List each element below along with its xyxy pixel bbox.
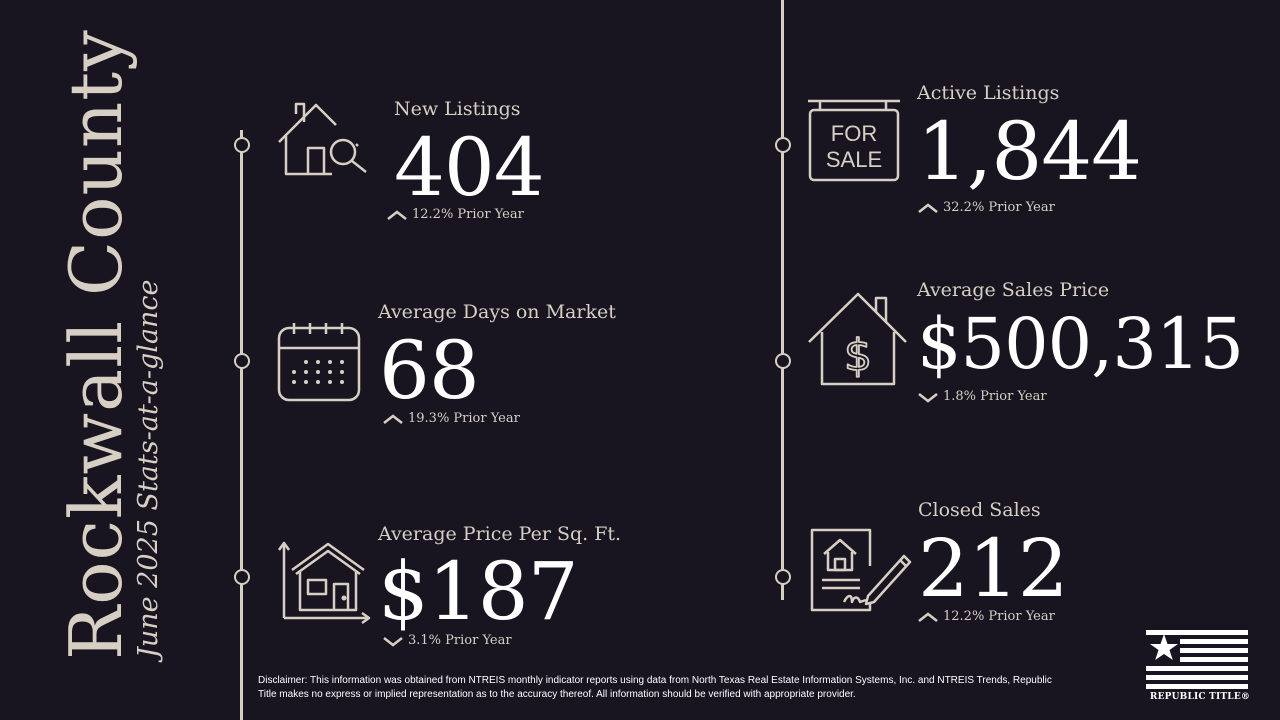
price-sqft-change-text: 3.1% Prior Year bbox=[408, 633, 512, 648]
house-magnifier-icon bbox=[276, 100, 372, 180]
chevron-up-icon bbox=[387, 209, 407, 220]
price-sqft-value: $187 bbox=[378, 545, 579, 638]
closed-sales-change-text: 12.2% Prior Year bbox=[943, 609, 1055, 624]
active-listings-change-text: 32.2% Prior Year bbox=[943, 200, 1055, 215]
active-listings-label: Active Listings bbox=[917, 82, 1060, 104]
logo-text: REPUBLIC TITLE® bbox=[1149, 692, 1251, 702]
timeline-node bbox=[234, 137, 250, 153]
avg-days-change: 19.3% Prior Year bbox=[382, 411, 520, 426]
avg-days-change-text: 19.3% Prior Year bbox=[408, 411, 520, 426]
avg-price-value: $500,315 bbox=[917, 303, 1244, 385]
left-timeline bbox=[240, 130, 243, 720]
timeline-node bbox=[775, 569, 791, 585]
new-listings-value: 404 bbox=[394, 121, 545, 214]
calendar-icon bbox=[276, 320, 364, 404]
svg-text:FOR: FOR bbox=[831, 121, 877, 146]
price-sqft-label: Average Price Per Sq. Ft. bbox=[378, 523, 622, 545]
chevron-up-icon bbox=[383, 413, 403, 424]
chevron-down-icon bbox=[383, 636, 403, 647]
price-sqft-change: 3.1% Prior Year bbox=[382, 633, 512, 648]
chevron-up-icon bbox=[918, 611, 938, 622]
timeline-node bbox=[234, 353, 250, 369]
right-timeline bbox=[781, 0, 784, 600]
avg-price-change-text: 1.8% Prior Year bbox=[943, 389, 1047, 404]
closed-sales-value: 212 bbox=[918, 522, 1069, 615]
active-listings-change: 32.2% Prior Year bbox=[917, 200, 1055, 215]
new-listings-label: New Listings bbox=[394, 98, 521, 120]
svg-text:SALE: SALE bbox=[826, 147, 882, 172]
avg-days-label: Average Days on Market bbox=[378, 301, 616, 323]
new-listings-change-text: 12.2% Prior Year bbox=[412, 207, 524, 222]
svg-text:$: $ bbox=[844, 330, 872, 381]
closed-sales-label: Closed Sales bbox=[918, 499, 1041, 521]
avg-price-label: Average Sales Price bbox=[917, 279, 1110, 301]
page-title-block: Rockwall County June 2025 Stats-at-a-gla… bbox=[54, 29, 166, 660]
chevron-up-icon bbox=[918, 202, 938, 213]
house-measure-icon bbox=[276, 540, 372, 624]
signed-contract-icon bbox=[808, 526, 914, 614]
timeline-node bbox=[775, 137, 791, 153]
avg-price-change: 1.8% Prior Year bbox=[917, 389, 1047, 404]
disclaimer-text: Disclaimer: This information was obtaine… bbox=[258, 675, 1052, 700]
for-sale-sign-icon: FOR SALE bbox=[806, 98, 902, 184]
active-listings-value: 1,844 bbox=[917, 105, 1142, 198]
new-listings-change: 12.2% Prior Year bbox=[386, 207, 524, 222]
timeline-node bbox=[775, 353, 791, 369]
avg-days-value: 68 bbox=[379, 324, 480, 417]
chevron-down-icon bbox=[918, 392, 938, 403]
house-dollar-icon: $ bbox=[806, 290, 908, 388]
closed-sales-change: 12.2% Prior Year bbox=[917, 609, 1055, 624]
timeline-node bbox=[234, 569, 250, 585]
county-title: Rockwall County bbox=[54, 29, 138, 660]
flag-star-icon bbox=[1144, 630, 1254, 708]
